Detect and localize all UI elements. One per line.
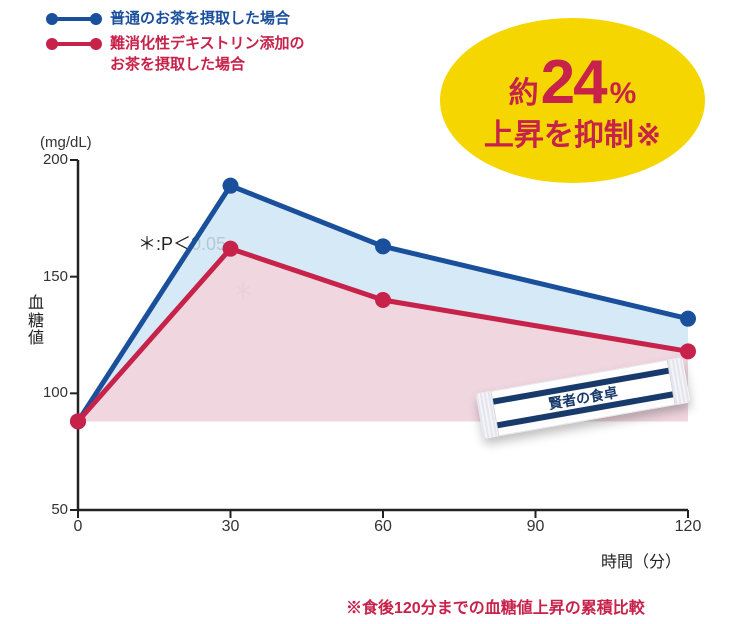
legend-item-b: 難消化性デキストリン添加の お茶を摂取した場合 (48, 33, 305, 75)
y-tick-label: 100 (38, 384, 68, 401)
legend-marker-a (48, 12, 100, 26)
legend-item-a: 普通のお茶を摂取した場合 (48, 8, 305, 29)
x-tick-label: 90 (527, 518, 545, 536)
y-tick-label: 200 (38, 151, 68, 168)
badge-percent: % (610, 77, 637, 111)
chart-area: (mg/dL) 血糖値 時間（分） ＊:P＜0.05 ＊ 50100150200… (18, 140, 718, 560)
footnote: ※食後120分までの血糖値上昇の累積比較 (346, 594, 645, 618)
product-label: 賢者の食卓 (547, 382, 619, 414)
x-tick-label: 30 (222, 518, 240, 536)
badge-line2-text: 上昇を抑制 (484, 110, 634, 154)
chart-svg (18, 140, 718, 550)
legend-label-b-line1: 難消化性デキストリン添加の (110, 35, 305, 52)
chart-container: 普通のお茶を摂取した場合 難消化性デキストリン添加の お茶を摂取した場合 約 2… (0, 0, 734, 624)
badge-number: 24 (541, 47, 606, 118)
x-tick-label: 120 (675, 518, 702, 536)
legend-label-b: 難消化性デキストリン添加の お茶を摂取した場合 (110, 33, 305, 75)
x-tick-label: 60 (374, 518, 392, 536)
badge-line1: 約 24 % (509, 47, 637, 118)
x-tick-label: 0 (74, 518, 83, 536)
legend-marker-b (48, 37, 100, 51)
legend: 普通のお茶を摂取した場合 難消化性デキストリン添加の お茶を摂取した場合 (48, 8, 305, 79)
suppression-badge: 約 24 % 上昇を抑制 ※ (440, 18, 705, 183)
badge-approx: 約 (509, 68, 539, 112)
y-tick-label: 150 (38, 268, 68, 285)
legend-label-b-line2: お茶を摂取した場合 (110, 56, 245, 73)
badge-ref-mark: ※ (636, 118, 661, 153)
y-tick-label: 50 (38, 501, 68, 518)
legend-label-a: 普通のお茶を摂取した場合 (110, 8, 290, 29)
badge-line2: 上昇を抑制 ※ (484, 110, 661, 154)
x-axis-title: 時間（分） (601, 548, 681, 572)
